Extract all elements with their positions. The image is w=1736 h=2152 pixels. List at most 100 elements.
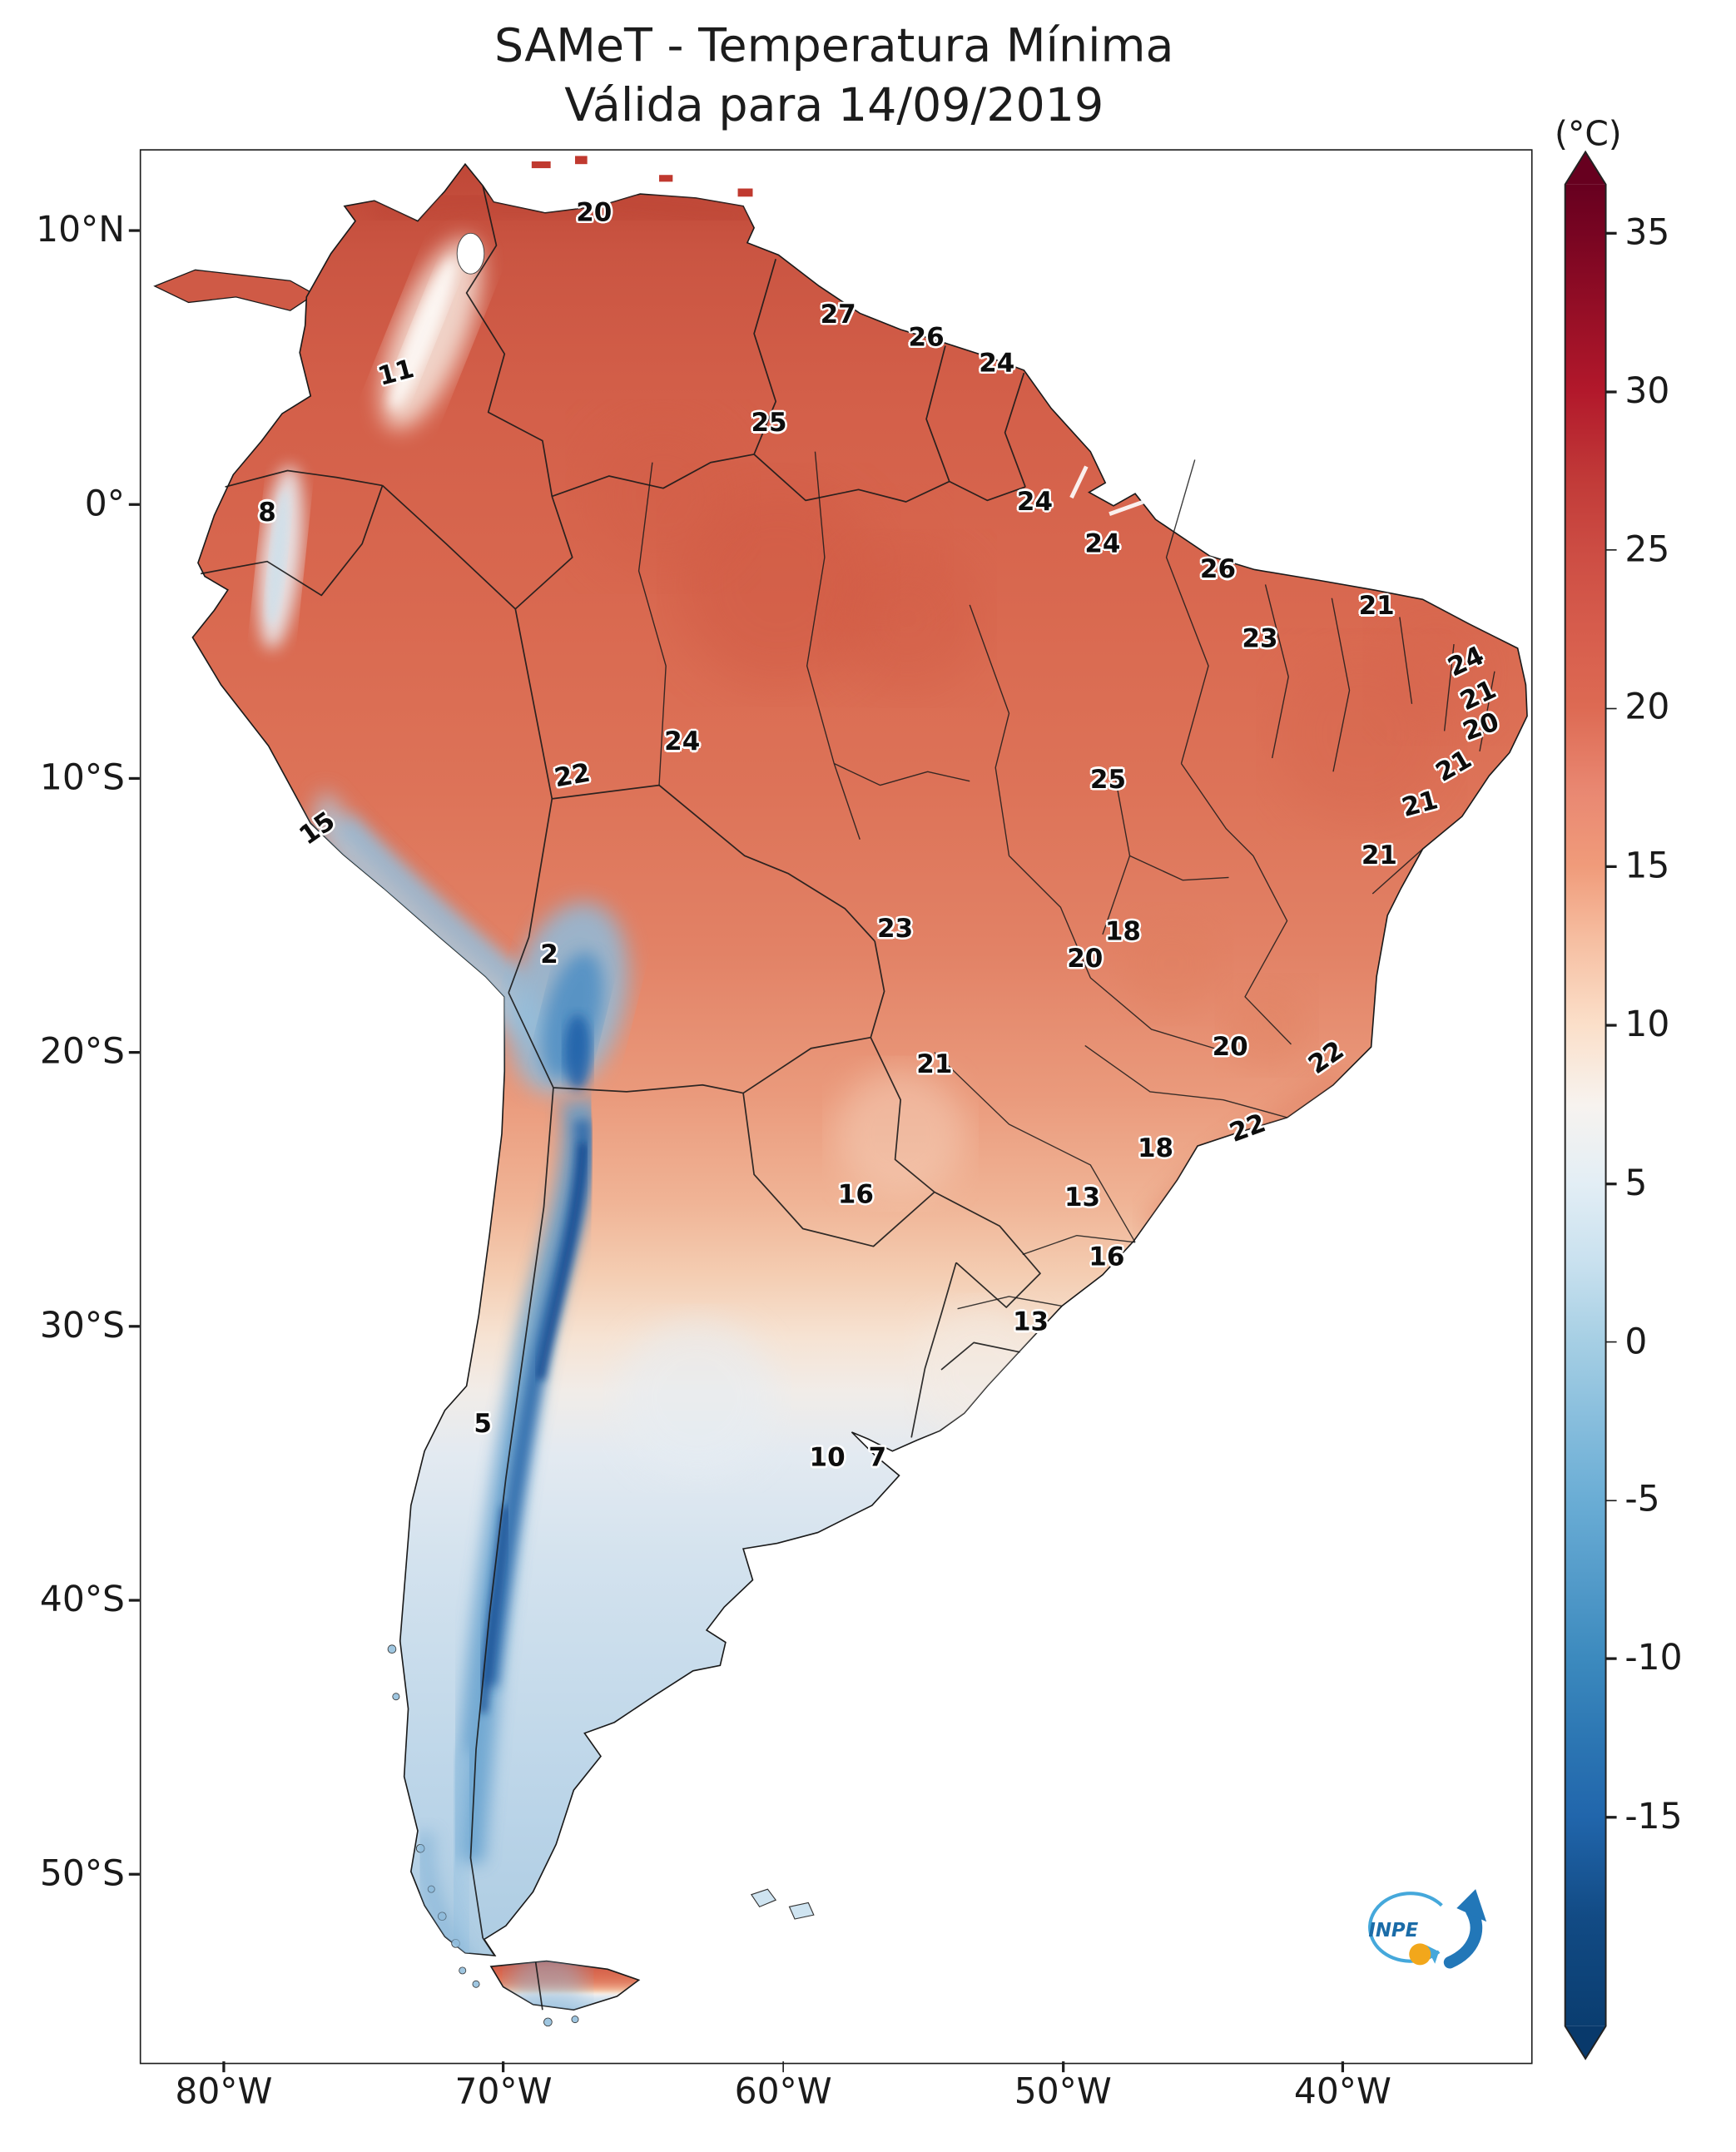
lon-tick-mark [502, 2061, 505, 2073]
lon-tick-label: 50°W [1014, 2072, 1112, 2114]
colorbar-tick-mark [1605, 1341, 1617, 1344]
colorbar-tick-label: 30 [1624, 371, 1670, 413]
lat-tick-mark [128, 1051, 140, 1054]
temp-value-label: 20 [1212, 1032, 1248, 1063]
lat-tick-label: 30°S [39, 1306, 125, 1347]
lake-maracaibo [456, 232, 485, 275]
colorbar-tick-mark [1605, 707, 1617, 710]
temp-value-label: 22 [552, 757, 593, 794]
lat-tick-mark [128, 777, 140, 780]
colorbar-tick-mark [1605, 1024, 1617, 1027]
temp-value-label: 20 [1459, 707, 1504, 747]
colorbar-tick-mark [1605, 1658, 1617, 1660]
temp-value-label: 25 [751, 408, 787, 439]
amazon-mouth-channels [1069, 465, 1148, 516]
inpe-logo: INPE [1342, 1873, 1497, 1996]
title-line-1: SAMeT - Temperatura Mínima [494, 18, 1174, 74]
colorbar-tick-label: 15 [1624, 846, 1670, 888]
inpe-logo-swoosh-icon [1443, 1904, 1483, 1969]
lat-tick-label: 20°S [39, 1032, 125, 1074]
caribbean-islands [531, 156, 753, 197]
south-america-map [153, 156, 1528, 2027]
inpe-logo-text: INPE [1368, 1920, 1418, 1941]
temp-value-label: 21 [1361, 840, 1397, 871]
temp-value-label: 15 [294, 806, 341, 851]
temp-value-label: 27 [820, 300, 856, 330]
temp-value-label: 16 [1089, 1242, 1125, 1272]
colorbar-outline [1564, 150, 1607, 2060]
inpe-logo-swoosh-arrowhead-icon [1456, 1889, 1487, 1922]
temp-value-label: 22 [1225, 1108, 1270, 1149]
temp-value-label: 5 [474, 1409, 492, 1440]
temp-value-label: 24 [1084, 528, 1121, 559]
title-line-2: Válida para 14/09/2019 [564, 78, 1104, 133]
colorbar-tick-mark [1605, 231, 1617, 235]
falkland-islands [750, 1888, 815, 1920]
temp-value-label: 23 [877, 914, 914, 945]
temp-value-label: 21 [1431, 744, 1477, 789]
temp-value-label: 23 [1242, 623, 1278, 654]
temp-value-label: 10 [809, 1442, 846, 1473]
temp-value-label: 20 [1067, 944, 1104, 974]
colorbar-unit-label: (°C) [1555, 113, 1622, 154]
colorbar-tick-label: 0 [1624, 1321, 1648, 1363]
lon-tick-label: 80°W [175, 2072, 273, 2114]
colorbar-tick-mark [1605, 1499, 1617, 1502]
lat-tick-label: 50°S [39, 1853, 125, 1895]
temperature-labels-layer: 20 27 26 24 11 25 8 24 24 26 21 23 24 21 20 24 22 25 21 21 1… [141, 151, 1530, 2063]
lon-tick-mark [781, 2061, 785, 2073]
colorbar-tick-label: -5 [1624, 1480, 1660, 1521]
temp-value-label: 24 [1016, 487, 1054, 517]
colorbar-tick-mark [1605, 1183, 1617, 1185]
colorbar-tick-mark [1605, 1816, 1617, 1819]
colorbar-tick-label: 10 [1624, 1004, 1670, 1046]
national-borders [201, 186, 1041, 2011]
lon-tick-mark [1342, 2061, 1344, 2073]
temp-value-label: 21 [1358, 591, 1395, 622]
lat-tick-mark [128, 1872, 140, 1876]
lat-tick-label: 10°S [39, 757, 125, 799]
colorbar-tick-mark [1605, 390, 1617, 394]
temp-value-label: 18 [1104, 916, 1141, 947]
colorbar-tick-mark [1605, 865, 1617, 869]
map-axes: 20 27 26 24 11 25 8 24 24 26 21 23 24 21 20 24 22 25 21 21 1… [139, 149, 1533, 2065]
temp-value-label: 13 [1064, 1183, 1101, 1212]
lat-tick-mark [128, 1325, 140, 1328]
colorbar-tick-mark [1605, 548, 1617, 552]
temp-value-label: 2 [540, 940, 558, 970]
temp-value-label: 25 [1089, 765, 1127, 795]
temp-value-label: 16 [837, 1179, 874, 1210]
lon-tick-label: 40°W [1293, 2072, 1391, 2114]
temp-value-label: 20 [576, 197, 613, 228]
colorbar-gradient [1565, 184, 1606, 2026]
temp-value-label: 21 [916, 1049, 953, 1080]
temp-value-label: 24 [979, 348, 1015, 379]
lat-tick-label: 0° [84, 483, 125, 525]
colorbar-tick-label: 25 [1624, 529, 1670, 571]
continent-outline [191, 162, 1528, 1956]
colorbar-bottom-arrow [1565, 2026, 1606, 2059]
lon-tick-mark [1061, 2061, 1064, 2073]
lat-tick-label: 10°N [36, 210, 125, 251]
temp-value-label: 18 [1137, 1133, 1174, 1164]
temp-value-label: 8 [258, 498, 276, 528]
lon-tick-label: 70°W [454, 2072, 553, 2114]
colorbar-tick-label: 35 [1624, 212, 1670, 254]
colorbar-top-arrow [1565, 151, 1606, 185]
temp-value-label: 11 [374, 354, 418, 393]
lat-tick-mark [128, 229, 140, 232]
inpe-logo-orange-dot-icon [1409, 1943, 1431, 1966]
temp-value-label: 7 [868, 1442, 887, 1473]
colorbar-tick-label: -10 [1624, 1638, 1683, 1679]
colorbar [1562, 149, 1608, 2066]
colorbar-tick-label: 20 [1624, 687, 1670, 729]
temp-value-label: 26 [908, 322, 945, 353]
temp-value-label: 13 [1013, 1307, 1049, 1337]
colorbar-tick-label: -15 [1624, 1797, 1683, 1838]
lat-tick-mark [128, 503, 140, 506]
lat-tick-mark [128, 1599, 140, 1602]
lat-tick-label: 40°S [39, 1579, 125, 1621]
temp-value-label: 24 [664, 726, 701, 757]
lon-tick-mark [222, 2061, 226, 2073]
